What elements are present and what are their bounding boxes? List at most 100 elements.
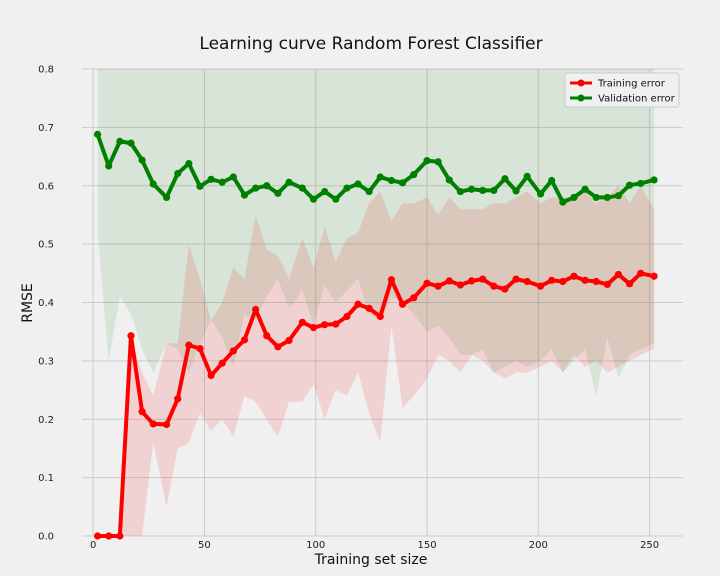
validation-error-point [570,193,578,202]
training-error-point [456,281,465,289]
training-error-point [196,345,204,353]
training-error-point [445,277,453,285]
legend-label-validation: Validation error [598,94,676,105]
validation-error-point [218,178,226,186]
training-error-point [410,294,418,302]
validation-error-point [512,187,520,195]
validation-error-point [625,181,634,189]
training-error-point [285,336,293,345]
validation-error-point [398,179,407,187]
validation-error-point [229,173,237,181]
validation-error-point [252,184,260,192]
training-error-point [321,321,329,329]
y-tick-label: 0.3 [38,356,54,367]
training-error-point [343,312,351,321]
validation-error-point [536,190,545,198]
validation-error-point [490,186,498,195]
training-error-point [398,300,407,308]
validation-error-point [523,172,531,181]
chart-title: Learning curve Random Forest Classifier [199,34,542,54]
validation-error-point [207,175,215,183]
validation-error-point [467,185,476,193]
training-error-point [548,276,556,284]
y-axis-ticks: 0.0 0.1 0.2 0.3 0.4 0.5 0.6 0.7 0.8 [38,65,54,543]
validation-error-point [410,171,418,179]
training-error-point [149,420,157,428]
training-error-point [332,320,340,328]
training-error-point [637,269,645,277]
y-tick-label: 0.1 [38,473,54,484]
training-error-point [105,532,113,540]
legend-label-training: Training error [597,79,666,90]
validation-error-point [581,185,589,193]
validation-error-point [263,182,271,190]
training-error-point [479,275,487,283]
training-error-point [559,277,567,286]
validation-error-point [138,156,146,164]
y-tick-label: 0.5 [38,240,54,251]
validation-error-point [387,176,396,185]
x-tick-label: 50 [198,540,211,551]
validation-error-point [479,186,487,195]
training-error-point [614,270,623,279]
training-error-point [581,276,589,284]
validation-error-point [343,184,351,192]
validation-error-point [592,193,600,202]
training-error-point [162,420,171,429]
training-error-point [354,300,362,308]
validation-error-point [332,195,340,203]
training-error-point [467,277,476,285]
training-error-point [218,359,226,367]
validation-error-point [614,192,623,200]
validation-error-point [162,193,171,202]
x-tick-label: 100 [306,540,325,551]
validation-error-point [354,180,362,188]
training-error-point [274,343,282,351]
x-tick-label: 250 [640,540,659,551]
training-error-point [252,305,260,314]
validation-error-point [185,159,193,168]
training-error-point [263,332,271,340]
grid-lines [82,68,683,537]
training-error-point [174,395,182,403]
y-tick-label: 0.0 [38,532,54,543]
validation-error-point [434,158,442,166]
legend: Training error Validation error [564,72,680,108]
training-error-point [512,275,520,283]
training-error-point [376,312,384,321]
y-tick-label: 0.2 [38,415,54,426]
training-error-point [309,324,318,332]
validation-error-point [603,193,611,202]
x-axis-label: Training set size [314,552,428,568]
series-points [93,130,658,540]
x-tick-label: 0 [90,540,96,551]
validation-error-point [423,157,431,165]
validation-error-point [116,137,124,145]
training-error-point [625,280,634,288]
training-error-point [523,277,531,286]
validation-error-point [309,195,318,203]
y-tick-label: 0.8 [38,65,54,76]
training-error-point [240,336,249,344]
training-error-point [490,282,498,290]
legend-marker-validation [577,94,585,102]
training-error-point [592,277,600,286]
validation-error-point [285,178,293,186]
y-tick-label: 0.6 [38,181,54,192]
legend-box [564,72,680,108]
y-tick-label: 0.4 [38,298,54,309]
validation-error-point [240,191,249,199]
training-error-point [207,371,215,380]
training-error-point [93,532,102,540]
training-error-point [138,408,146,416]
training-error-point [229,347,237,355]
training-error-point [434,282,442,290]
validation-error-point [93,130,102,138]
validation-error-line [95,133,655,205]
training-error-point [650,272,658,280]
training-error-point [387,276,396,284]
validation-error-point [149,180,157,188]
validation-error-point [365,187,373,196]
training-error-band [97,185,655,536]
